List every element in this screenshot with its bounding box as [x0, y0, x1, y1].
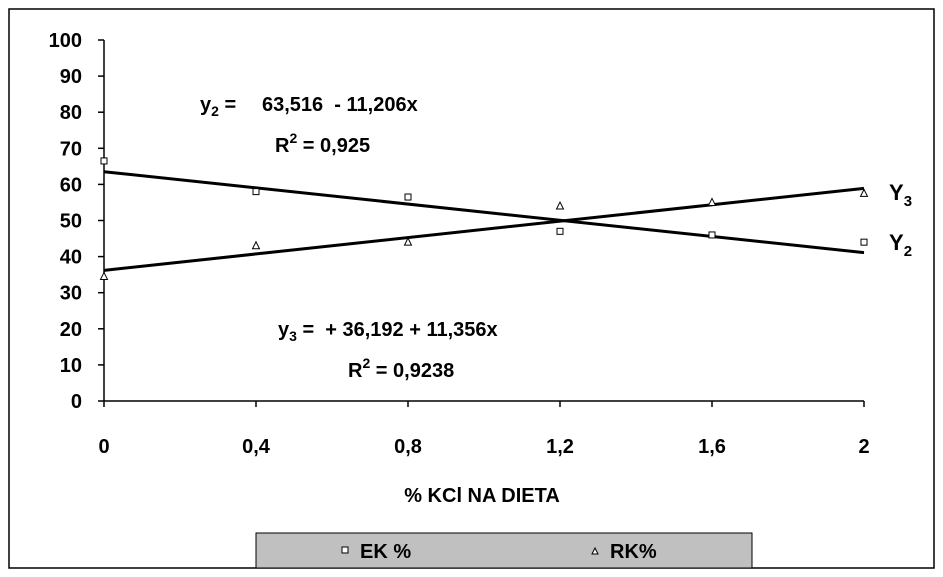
trend-line-y3 [103, 186, 865, 272]
point-ek [252, 188, 260, 196]
trend-line-y2 [103, 170, 865, 255]
legend-label-ek: EK % [360, 541, 411, 563]
x-ticks: 0 0,4 0,8 1,2 1,6 2 [98, 401, 870, 458]
legend-marker-rk [591, 546, 599, 555]
r2-y2: R2 = 0,925 [275, 130, 370, 157]
point-ek [860, 238, 868, 246]
x-axis-label: % KCl NA DIETA [404, 485, 560, 507]
y-tick-label: 60 [60, 174, 82, 196]
x-tick-label: 1,2 [546, 436, 574, 458]
y-tick-label: 90 [60, 66, 82, 88]
y-tick-label: 10 [60, 355, 82, 377]
point-rk [555, 200, 565, 210]
x-tick-label: 2 [858, 436, 869, 458]
x-tick-label: 0 [98, 436, 109, 458]
point-ek [100, 157, 108, 165]
y-tick-label: 0 [71, 391, 82, 413]
chart-frame [8, 8, 935, 569]
line-label-y3: Y3 [889, 180, 912, 210]
equation-y2: y2 = 63,516 - 11,206x [200, 94, 418, 119]
y-tick-label: 30 [60, 283, 82, 305]
equation-y3: y3 = + 36,192 + 11,356x [278, 319, 498, 344]
y-tick-label: 40 [60, 247, 82, 269]
point-rk [859, 188, 869, 197]
y-tick-label: 70 [60, 138, 82, 160]
trend-lines [103, 170, 865, 272]
r2-y3: R2 = 0,9238 [348, 355, 454, 382]
y-ticks: 0 10 20 30 40 50 60 70 80 90 100 [49, 30, 104, 413]
point-ek [556, 227, 564, 235]
y-tick-label: 50 [60, 211, 82, 233]
data-markers [99, 157, 869, 280]
point-rk [403, 237, 413, 246]
point-ek [708, 231, 716, 239]
y-tick-label: 20 [60, 319, 82, 341]
equation-y2-rhs: 63,516 - 11,206x [262, 94, 418, 116]
legend-label-rk: RK% [610, 541, 657, 563]
point-rk [707, 197, 717, 206]
y-tick-label: 80 [60, 102, 82, 124]
point-rk [251, 240, 261, 250]
legend: EK % RK% [255, 532, 753, 569]
line-label-y2: Y2 [889, 230, 912, 260]
point-ek [404, 193, 412, 201]
point-rk [99, 271, 109, 280]
y-tick-label: 100 [49, 30, 82, 52]
legend-marker-ek [341, 546, 349, 554]
x-tick-label: 1,6 [698, 436, 726, 458]
x-tick-label: 0,8 [394, 436, 422, 458]
legend-box [255, 532, 753, 569]
x-tick-label: 0,4 [242, 436, 271, 458]
